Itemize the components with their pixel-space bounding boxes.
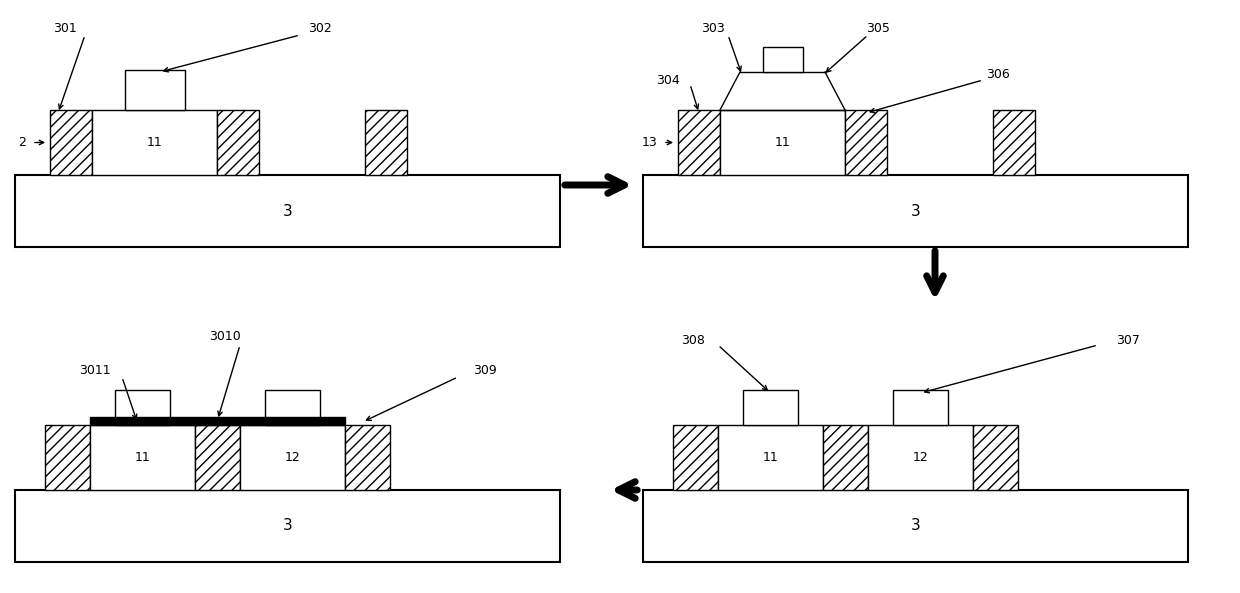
Bar [673,425,718,490]
Text: 2: 2 [19,136,26,149]
Bar [720,110,844,175]
Bar [644,175,1188,247]
Bar [115,390,170,425]
Bar [743,390,799,425]
Bar [50,110,92,175]
Bar [15,490,560,562]
Text: 3: 3 [283,518,293,534]
Bar [45,425,91,490]
Bar [92,110,217,175]
Bar [91,425,195,490]
Text: 3010: 3010 [210,330,241,343]
Bar [217,110,259,175]
Text: 305: 305 [866,21,890,34]
Bar [973,425,1018,490]
Text: 302: 302 [308,21,332,34]
Text: 309: 309 [474,364,497,377]
Bar [124,70,185,110]
Bar [265,390,320,425]
Bar [993,110,1035,175]
Bar [868,425,973,490]
Text: 3: 3 [910,203,920,218]
Bar [763,47,802,72]
Bar [241,425,345,490]
Text: 3: 3 [283,203,293,218]
Text: 303: 303 [701,21,725,34]
Bar [345,425,391,490]
Text: 301: 301 [53,21,77,34]
Bar [365,110,407,175]
Text: 13: 13 [642,136,658,149]
Text: 306: 306 [986,69,1009,81]
Bar [893,390,949,425]
Text: 307: 307 [1116,333,1140,346]
Bar [91,417,345,425]
Bar [678,110,720,175]
Bar [15,175,560,247]
Bar [718,425,823,490]
Text: 12: 12 [285,451,300,464]
Text: 12: 12 [913,451,929,464]
Text: 308: 308 [681,333,704,346]
Text: 11: 11 [135,451,150,464]
Text: 11: 11 [763,451,779,464]
Bar [823,425,868,490]
Text: 3: 3 [910,518,920,534]
Text: 3011: 3011 [79,364,110,377]
Bar [644,490,1188,562]
Bar [195,425,241,490]
Bar [844,110,887,175]
Text: 304: 304 [656,74,680,87]
Text: 11: 11 [775,136,790,149]
Text: 11: 11 [146,136,162,149]
